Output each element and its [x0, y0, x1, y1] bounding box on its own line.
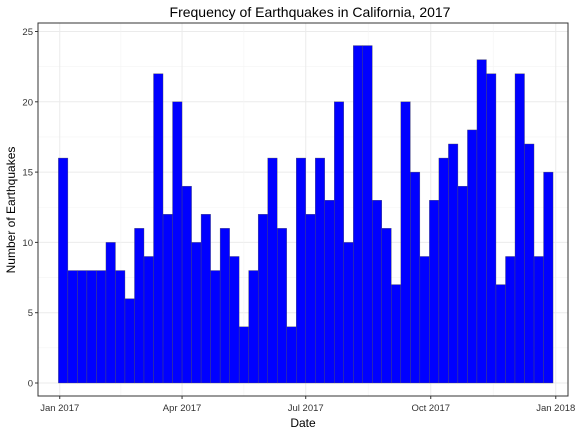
bar [524, 143, 535, 384]
bar [505, 256, 516, 384]
x-tick-label: Jan 2018 [536, 403, 575, 414]
bar [343, 242, 354, 384]
bar [134, 228, 145, 384]
bar [438, 157, 449, 384]
x-tick-label: Jan 2017 [40, 403, 79, 414]
bar [533, 256, 544, 384]
bars [58, 45, 554, 384]
bar [219, 228, 230, 384]
y-tick-label: 20 [22, 97, 33, 108]
bar [277, 228, 287, 384]
bar [124, 298, 135, 384]
x-tick-label: Apr 2017 [163, 403, 202, 414]
bar [353, 45, 363, 384]
bar [58, 157, 69, 384]
bar [495, 284, 506, 384]
bar [324, 200, 335, 384]
bar [486, 73, 497, 384]
bar [381, 228, 392, 384]
y-tick-label: 10 [22, 238, 33, 249]
bar [410, 171, 421, 384]
bar [514, 73, 525, 384]
bar [143, 256, 154, 384]
bar [115, 270, 126, 384]
bar [248, 270, 259, 384]
bar [543, 171, 554, 384]
x-tick-label: Jul 2017 [288, 403, 324, 414]
y-axis: 0 5 10 15 20 25 [22, 27, 38, 390]
y-tick-label: 15 [22, 168, 33, 179]
bar [257, 214, 268, 384]
bar [476, 59, 487, 384]
bar [191, 242, 202, 384]
bar [238, 326, 249, 384]
bar [429, 200, 440, 384]
bar [210, 270, 221, 384]
bar [67, 270, 78, 384]
x-axis: Jan 2017 Apr 2017 Jul 2017 Oct 2017 Jan 2018 [40, 396, 575, 414]
x-tick-label: Oct 2017 [411, 403, 450, 414]
bar [315, 157, 325, 384]
bar [77, 270, 88, 384]
bar [448, 143, 459, 384]
bar [181, 185, 192, 384]
y-tick-label: 25 [22, 27, 33, 38]
bar [200, 214, 211, 384]
y-tick-label: 0 [28, 379, 33, 390]
bar [172, 101, 183, 384]
bar [400, 101, 411, 384]
bar [305, 214, 316, 384]
bar [372, 200, 382, 384]
bar [286, 326, 297, 384]
bar [86, 270, 97, 384]
bar [105, 242, 116, 384]
bar [267, 157, 278, 384]
x-axis-title: Date [290, 416, 316, 430]
bar [153, 73, 164, 384]
bar [229, 256, 240, 384]
bar [362, 45, 373, 384]
chart-title: Frequency of Earthquakes in California, … [170, 4, 451, 20]
bar [96, 270, 107, 384]
bar [162, 214, 173, 384]
bar [391, 284, 402, 384]
bar [419, 256, 430, 384]
y-tick-label: 5 [28, 308, 33, 319]
bar [334, 101, 344, 384]
y-axis-title: Number of Earthquakes [4, 147, 18, 274]
bar [296, 157, 306, 384]
bar [457, 185, 468, 384]
panel-border [37, 22, 569, 397]
bar [467, 129, 478, 384]
